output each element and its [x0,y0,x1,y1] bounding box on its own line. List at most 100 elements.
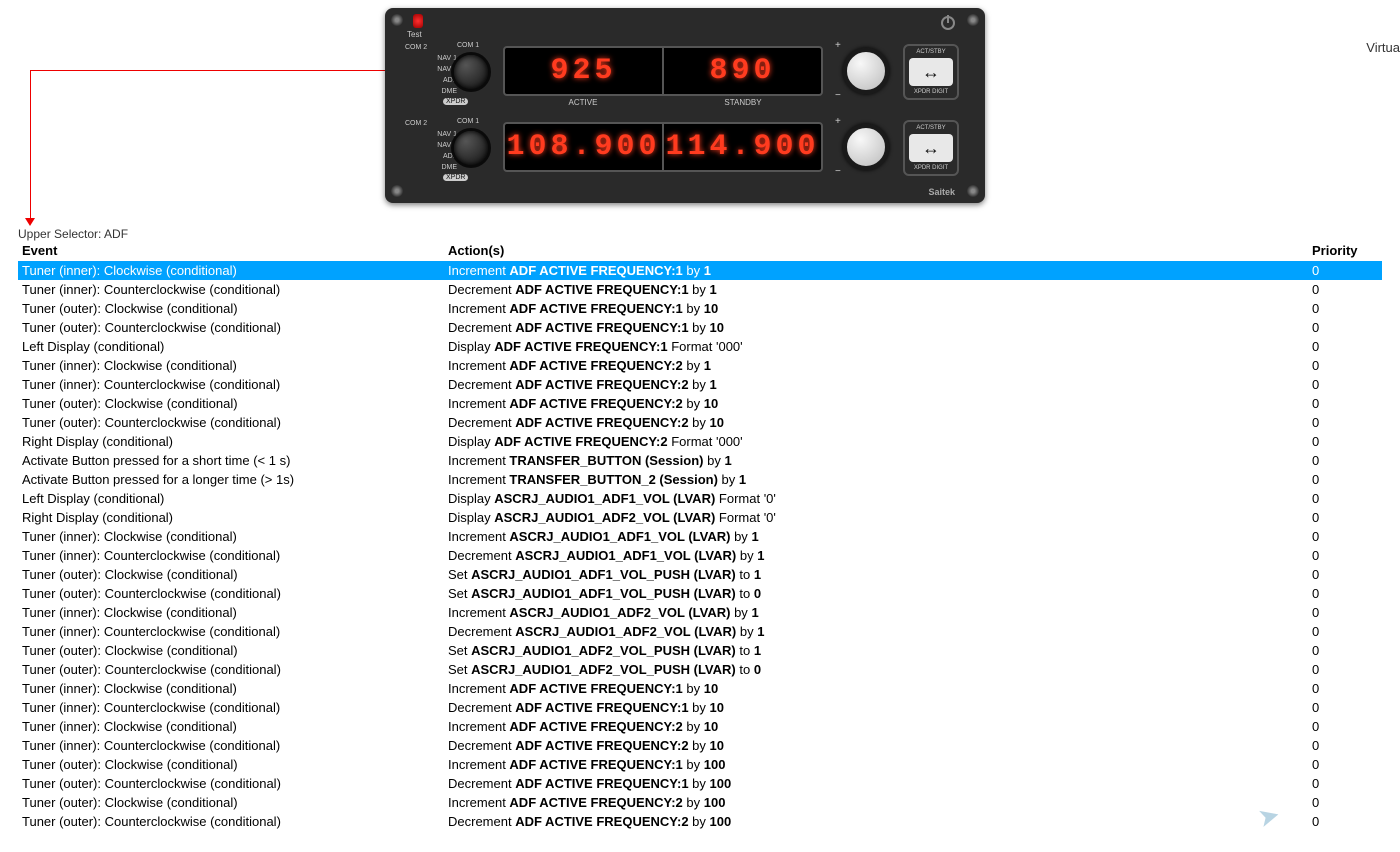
action-cell: Decrement ASCRJ_AUDIO1_ADF1_VOL (LVAR) b… [448,547,1312,564]
priority-cell: 0 [1312,319,1382,336]
table-row[interactable]: Tuner (inner): Counterclockwise (conditi… [18,375,1382,394]
table-row[interactable]: Tuner (inner): Clockwise (conditional)In… [18,261,1382,280]
priority-cell: 0 [1312,813,1382,830]
table-row[interactable]: Left Display (conditional)Display ADF AC… [18,337,1382,356]
event-cell: Tuner (outer): Counterclockwise (conditi… [18,585,448,602]
selector-right-label-2: COM 1 [457,118,479,125]
table-row[interactable]: Tuner (inner): Clockwise (conditional)In… [18,717,1382,736]
event-cell: Tuner (outer): Clockwise (conditional) [18,300,448,317]
tuner-knob-1[interactable] [843,48,889,94]
radio-panel: Test Saitek COM 2 NAV 1 NAV 2 ADF DME CO… [385,8,985,203]
priority-cell: 0 [1312,452,1382,469]
event-cell: Tuner (inner): Clockwise (conditional) [18,718,448,735]
corner-label: Virtua [1366,40,1400,55]
table-row[interactable]: Activate Button pressed for a longer tim… [18,470,1382,489]
swap-icon: ↔ [909,58,953,86]
table-row[interactable]: Tuner (outer): Clockwise (conditional)In… [18,793,1382,812]
display-2: 108.900 114.900 [503,122,823,172]
table-row[interactable]: Tuner (outer): Clockwise (conditional)In… [18,394,1382,413]
table-row[interactable]: Tuner (inner): Counterclockwise (conditi… [18,622,1382,641]
action-cell: Decrement ASCRJ_AUDIO1_ADF2_VOL (LVAR) b… [448,623,1312,640]
table-row[interactable]: Right Display (conditional)Display ASCRJ… [18,508,1382,527]
tuner-minus-icon: − [835,90,841,101]
tuner-plus-icon: + [835,116,841,127]
event-cell: Tuner (outer): Counterclockwise (conditi… [18,414,448,431]
table-row[interactable]: Activate Button pressed for a short time… [18,451,1382,470]
action-cell: Increment TRANSFER_BUTTON_2 (Session) by… [448,471,1312,488]
selector-knob-1[interactable] [451,52,491,92]
table-row[interactable]: Tuner (outer): Clockwise (conditional)Se… [18,565,1382,584]
tuner-minus-icon: − [835,166,841,177]
priority-cell: 0 [1312,718,1382,735]
screw-icon [967,185,979,197]
action-cell: Display ASCRJ_AUDIO1_ADF2_VOL (LVAR) For… [448,509,1312,526]
event-cell: Tuner (outer): Clockwise (conditional) [18,642,448,659]
selector-knob-2[interactable] [451,128,491,168]
table-row[interactable]: Tuner (outer): Clockwise (conditional)Se… [18,641,1382,660]
action-cell: Increment ADF ACTIVE FREQUENCY:2 by 10 [448,718,1312,735]
action-cell: Increment ADF ACTIVE FREQUENCY:1 by 100 [448,756,1312,773]
action-cell: Increment ADF ACTIVE FREQUENCY:2 by 10 [448,395,1312,412]
test-led-icon [413,14,423,28]
action-cell: Decrement ADF ACTIVE FREQUENCY:2 by 1 [448,376,1312,393]
table-row[interactable]: Tuner (outer): Counterclockwise (conditi… [18,413,1382,432]
brand-label: Saitek [928,187,955,197]
priority-cell: 0 [1312,775,1382,792]
act-stby-button-2[interactable]: ACT/STBY ↔ XPDR DIGIT [903,120,959,176]
pointer-arrowhead [25,218,35,226]
priority-cell: 0 [1312,794,1382,811]
table-row[interactable]: Tuner (outer): Counterclockwise (conditi… [18,774,1382,793]
table-row[interactable]: Tuner (inner): Clockwise (conditional)In… [18,679,1382,698]
tuner-knob-2[interactable] [843,124,889,170]
table-row[interactable]: Tuner (inner): Clockwise (conditional)In… [18,603,1382,622]
action-cell: Decrement ADF ACTIVE FREQUENCY:1 by 10 [448,319,1312,336]
event-cell: Tuner (outer): Counterclockwise (conditi… [18,319,448,336]
table-row[interactable]: Tuner (inner): Counterclockwise (conditi… [18,698,1382,717]
pointer-line-v [30,70,31,220]
screw-icon [391,14,403,26]
table-row[interactable]: Tuner (outer): Clockwise (conditional)In… [18,299,1382,318]
table-row[interactable]: Tuner (inner): Counterclockwise (conditi… [18,736,1382,755]
swap-icon: ↔ [909,134,953,162]
header-event: Event [18,243,448,258]
priority-cell: 0 [1312,281,1382,298]
table-row[interactable]: Right Display (conditional)Display ADF A… [18,432,1382,451]
mapping-table: Event Action(s) Priority Tuner (inner): … [18,240,1382,831]
table-row[interactable]: Tuner (inner): Clockwise (conditional)In… [18,356,1382,375]
power-icon[interactable] [941,16,955,30]
action-cell: Increment ADF ACTIVE FREQUENCY:1 by 1 [448,262,1312,279]
priority-cell: 0 [1312,642,1382,659]
radio-row-1: COM 2 NAV 1 NAV 2 ADF DME COM 1 XPDR 925… [403,42,967,110]
action-cell: Set ASCRJ_AUDIO1_ADF1_VOL_PUSH (LVAR) to… [448,585,1312,602]
priority-cell: 0 [1312,661,1382,678]
display-1-left: 925 [505,48,662,94]
table-row[interactable]: Tuner (outer): Clockwise (conditional)In… [18,755,1382,774]
action-cell: Increment ADF ACTIVE FREQUENCY:1 by 10 [448,300,1312,317]
table-row[interactable]: Tuner (inner): Clockwise (conditional)In… [18,527,1382,546]
priority-cell: 0 [1312,756,1382,773]
event-cell: Left Display (conditional) [18,490,448,507]
table-row[interactable]: Tuner (outer): Counterclockwise (conditi… [18,584,1382,603]
event-cell: Tuner (outer): Clockwise (conditional) [18,395,448,412]
table-row[interactable]: Left Display (conditional)Display ASCRJ_… [18,489,1382,508]
event-cell: Tuner (inner): Clockwise (conditional) [18,262,448,279]
priority-cell: 0 [1312,338,1382,355]
priority-cell: 0 [1312,737,1382,754]
screw-icon [391,185,403,197]
table-row[interactable]: Tuner (outer): Counterclockwise (conditi… [18,318,1382,337]
priority-cell: 0 [1312,604,1382,621]
event-cell: Right Display (conditional) [18,433,448,450]
table-row[interactable]: Tuner (outer): Counterclockwise (conditi… [18,812,1382,831]
priority-cell: 0 [1312,566,1382,583]
priority-cell: 0 [1312,528,1382,545]
table-header: Event Action(s) Priority [18,240,1382,261]
action-cell: Decrement ADF ACTIVE FREQUENCY:1 by 1 [448,281,1312,298]
table-row[interactable]: Tuner (inner): Counterclockwise (conditi… [18,546,1382,565]
action-cell: Increment ADF ACTIVE FREQUENCY:1 by 10 [448,680,1312,697]
event-cell: Tuner (inner): Counterclockwise (conditi… [18,281,448,298]
table-row[interactable]: Tuner (inner): Counterclockwise (conditi… [18,280,1382,299]
action-cell: Increment ADF ACTIVE FREQUENCY:2 by 100 [448,794,1312,811]
act-stby-button-1[interactable]: ACT/STBY ↔ XPDR DIGIT [903,44,959,100]
table-row[interactable]: Tuner (outer): Counterclockwise (conditi… [18,660,1382,679]
priority-cell: 0 [1312,262,1382,279]
